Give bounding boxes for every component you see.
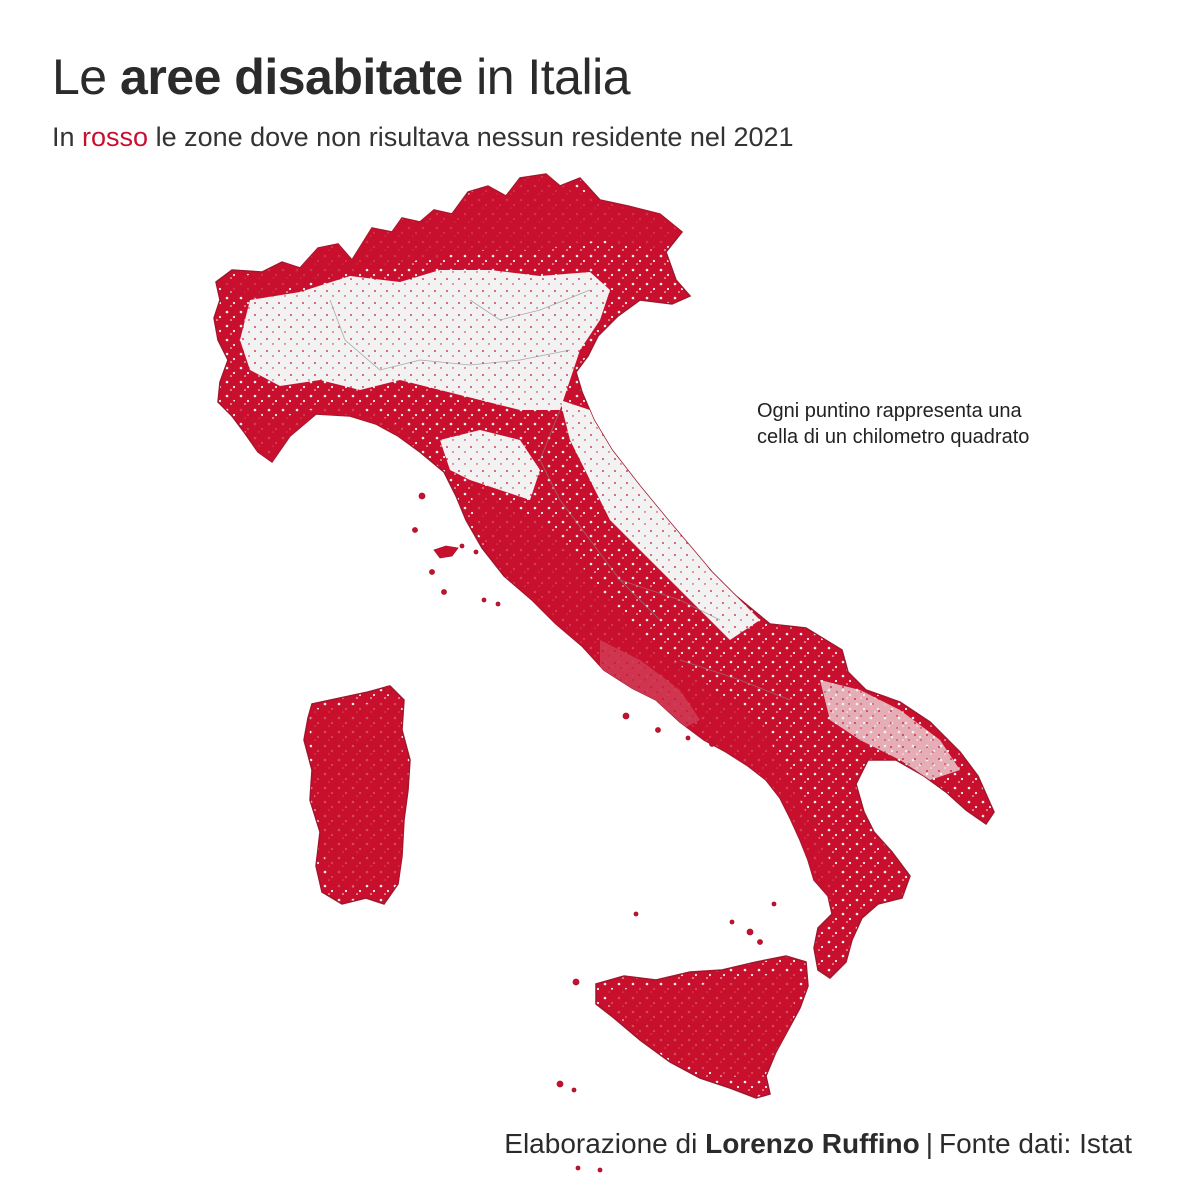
adriatic-coast-inhabited-area: [560, 400, 760, 640]
alps-uninhabited-area: [216, 174, 682, 300]
credit-prefix: Elaborazione di: [504, 1128, 706, 1159]
credit-source: Fonte dati: Istat: [939, 1128, 1132, 1159]
tuscany-inhabited-area: [440, 430, 540, 500]
chart-subtitle: In rosso le zone dove non risultava ness…: [52, 122, 794, 153]
regional-borders: [329, 289, 791, 701]
sicily-region: [595, 955, 809, 1099]
map-annotation: Ogni puntino rappresenta una cella di un…: [757, 400, 1030, 448]
subtitle-part-1: In: [52, 122, 83, 152]
credit-separator: |: [925, 1128, 933, 1159]
title-part-2: in Italia: [462, 49, 631, 105]
subtitle-part-2: le zone dove non risultava nessun reside…: [148, 122, 794, 152]
sardinia-region: [303, 685, 411, 905]
subtitle-highlight: rosso: [82, 122, 149, 152]
chart-title: Le aree disabitate in Italia: [52, 48, 631, 106]
title-part-1: Le: [52, 49, 121, 105]
title-bold: aree disabitate: [120, 49, 463, 105]
po-valley-inhabited-area: [240, 270, 610, 410]
credit-author: Lorenzo Ruffino: [705, 1128, 920, 1159]
credit-line: Elaborazione di Lorenzo Ruffino | Fonte da…: [504, 1128, 1132, 1160]
small-islands: [315, 492, 777, 1173]
apulia-inhabited-area: [820, 680, 960, 780]
